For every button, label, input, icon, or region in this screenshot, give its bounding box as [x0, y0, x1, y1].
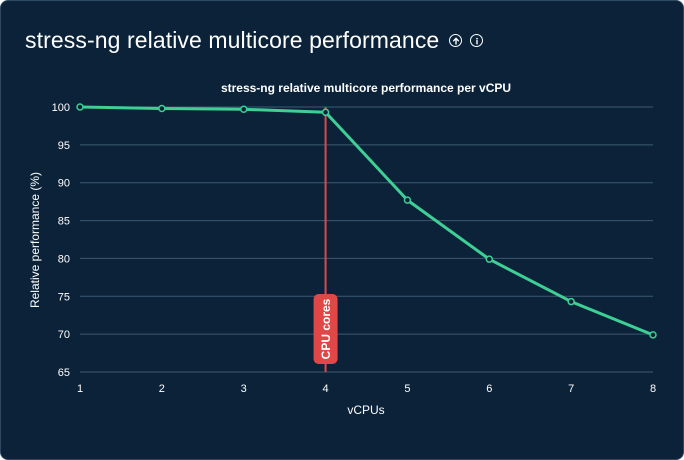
x-tick-label: 7 [568, 383, 574, 395]
data-point [649, 331, 657, 339]
x-tick-label: 4 [323, 383, 329, 395]
data-point [239, 105, 248, 114]
data-point [76, 103, 84, 111]
y-tick-label: 90 [58, 178, 70, 190]
data-point [321, 108, 330, 117]
y-axis-ticks: 65 70 75 80 85 90 95 100 [52, 102, 70, 379]
series-line [79, 105, 654, 337]
y-tick-label: 65 [58, 367, 70, 379]
y-tick-label: 85 [58, 216, 70, 228]
x-tick-label: 5 [404, 383, 410, 395]
x-tick-label: 8 [650, 383, 656, 395]
annotation-label-box [313, 294, 338, 364]
y-tick-label: 70 [58, 329, 70, 341]
panel-title: stress-ng relative multicore performance [25, 27, 440, 53]
x-tick-label: 1 [77, 383, 83, 395]
y-tick-label: 100 [52, 102, 70, 114]
y-tick-label: 75 [58, 291, 70, 303]
x-axis-ticks: 1 2 3 4 5 6 7 8 [77, 383, 656, 395]
x-axis-label: vCPUs [347, 403, 384, 417]
y-axis-label: Relative performance (%) [28, 172, 42, 308]
panel-header: stress-ng relative multicore performance [25, 27, 484, 54]
series [76, 103, 657, 339]
data-point [158, 104, 166, 113]
data-point [567, 297, 575, 306]
data-point [485, 255, 494, 263]
y-tick-label: 95 [58, 140, 70, 152]
y-tick-label: 80 [58, 253, 70, 265]
x-tick-label: 6 [486, 383, 492, 395]
cpu-cores-annotation: CPU cores [313, 107, 338, 372]
data-point [403, 196, 412, 204]
annotation-label: CPU cores [319, 298, 333, 359]
info-circle-icon[interactable] [470, 34, 484, 47]
chart-title: stress-ng relative multicore performance… [221, 81, 511, 95]
grid [80, 106, 653, 373]
x-tick-label: 3 [241, 383, 247, 395]
x-tick-label: 2 [159, 383, 165, 395]
arrow-up-circle-icon[interactable] [449, 34, 463, 47]
